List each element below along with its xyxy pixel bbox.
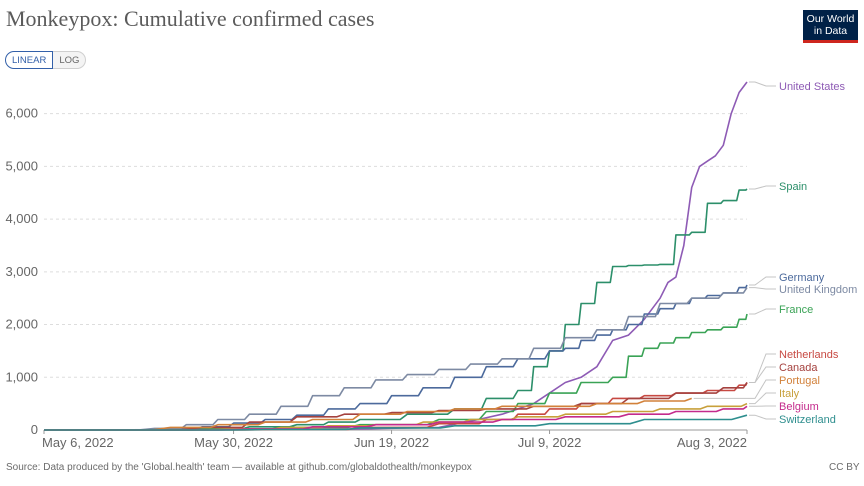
series-label: Italy <box>779 388 800 400</box>
leader-line <box>749 308 776 315</box>
series-line-france <box>44 313 748 431</box>
x-tick-label: Jul 9, 2022 <box>518 435 582 450</box>
leader-line <box>749 287 776 290</box>
series-line-canada <box>44 382 748 431</box>
series-label: Spain <box>779 181 807 193</box>
logo-line-1: Our World <box>806 13 855 25</box>
leader-line <box>749 366 776 383</box>
series-label: Netherlands <box>779 349 839 361</box>
series-line-switzerland <box>44 414 748 431</box>
linear-scale-button[interactable]: LINEAR <box>5 51 54 69</box>
owid-logo[interactable]: Our World in Data <box>803 10 858 43</box>
series-line-belgium <box>44 405 748 431</box>
leader-line <box>749 276 776 286</box>
series-line-germany <box>44 284 748 431</box>
y-tick-label: 5,000 <box>5 158 38 173</box>
series-line-italy <box>44 402 748 431</box>
series-line-united-kingdom <box>44 287 748 431</box>
scale-toggle: LINEAR LOG <box>5 51 87 69</box>
y-tick-label: 1,000 <box>5 369 38 384</box>
series-label: Germany <box>779 272 825 284</box>
chart-title: Monkeypox: Cumulative confirmed cases <box>6 6 375 31</box>
series-label: France <box>779 304 813 316</box>
series-line-netherlands <box>44 382 748 431</box>
series-label: Switzerland <box>779 414 836 426</box>
series-line-united-states <box>43 81 748 431</box>
log-scale-button[interactable]: LOG <box>53 51 87 69</box>
logo-line-2: in Data <box>813 25 848 37</box>
leader-line <box>749 353 776 383</box>
source-note: Source: Data produced by the 'Global.hea… <box>6 462 472 473</box>
leader-line <box>693 379 776 399</box>
x-tick-label: May 30, 2022 <box>194 435 273 450</box>
leader-line <box>749 185 776 190</box>
leader-line <box>749 414 776 420</box>
series-label: United States <box>779 81 846 93</box>
x-tick-label: Aug 3, 2022 <box>677 435 747 450</box>
series-label: Portugal <box>779 375 820 387</box>
x-tick-label: Jun 19, 2022 <box>354 435 429 450</box>
leader-line <box>749 81 776 87</box>
series-label: United Kingdom <box>779 284 857 296</box>
x-tick-label: May 6, 2022 <box>42 435 114 450</box>
y-tick-label: 0 <box>31 422 38 437</box>
y-tick-label: 4,000 <box>5 211 38 226</box>
leader-line <box>749 392 776 405</box>
y-tick-label: 6,000 <box>5 106 38 121</box>
series-label: Canada <box>779 362 818 374</box>
license-link[interactable]: CC BY <box>829 462 860 473</box>
series-label: Belgium <box>779 401 819 413</box>
y-tick-label: 3,000 <box>5 264 38 279</box>
series-line-spain <box>44 188 748 431</box>
y-tick-label: 2,000 <box>5 317 38 332</box>
series-line-portugal <box>44 397 692 431</box>
